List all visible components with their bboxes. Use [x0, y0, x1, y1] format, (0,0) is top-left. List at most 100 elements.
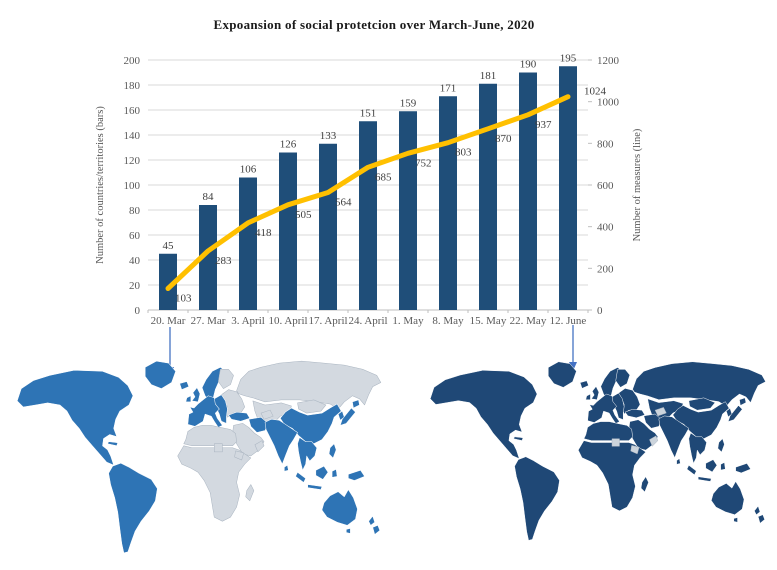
- region-horn-of-africa-patch: [630, 445, 640, 455]
- x-axis-tick-label: 17. April: [308, 315, 347, 327]
- bar-value-label: 190: [520, 59, 537, 71]
- world-map-march: [16, 360, 382, 554]
- x-axis-tick-label: 10. April: [268, 315, 307, 327]
- x-axis-tick-label: 12. June: [550, 315, 587, 327]
- bar-value-label: 181: [480, 70, 497, 82]
- bar-15. May: [479, 83, 497, 310]
- region-sub-saharan-africa: [578, 440, 646, 512]
- right-axis-tick-label: 200: [597, 263, 614, 275]
- bar-27. Mar: [199, 205, 217, 310]
- region-uk: [191, 387, 201, 403]
- region-north-africa: [583, 421, 633, 441]
- line-value-label: 1024: [584, 86, 607, 98]
- left-axis-tick-label: 0: [135, 305, 141, 317]
- region-finland: [615, 369, 631, 388]
- region-sri-lanka: [676, 458, 681, 465]
- bar-value-label: 195: [560, 52, 577, 64]
- x-axis-tick-label: 1. May: [392, 315, 424, 327]
- region-russia: [632, 361, 766, 407]
- region-central-asia: [252, 400, 292, 424]
- bar-value-label: 106: [240, 164, 257, 176]
- region-ireland: [185, 395, 192, 403]
- right-axis-tick-label: 600: [597, 180, 614, 192]
- region-philippines: [328, 443, 337, 459]
- right-axis-tick-label: 1200: [597, 55, 620, 67]
- bar-22. May: [519, 72, 537, 310]
- region-turkey: [228, 411, 251, 422]
- region-tasmania: [733, 517, 738, 523]
- line-value-label: 752: [415, 157, 432, 169]
- left-axis-tick-label: 160: [124, 105, 141, 117]
- region-mongolia: [688, 397, 716, 411]
- region-se-asia: [297, 437, 318, 471]
- region-iceland: [579, 380, 589, 389]
- bar-3. April: [239, 177, 257, 310]
- region-indonesia: [686, 459, 751, 482]
- left-axis-tick-label: 80: [129, 205, 141, 217]
- x-axis-tick-label: 8. May: [432, 315, 464, 327]
- measures-line: [165, 94, 571, 291]
- bar-17. April: [319, 143, 337, 310]
- region-iran: [248, 416, 269, 433]
- line-value-label: 283: [215, 255, 232, 267]
- left-axis-tick-label: 140: [124, 130, 141, 142]
- region-north-america: [430, 370, 538, 459]
- region-sri-lanka: [284, 464, 289, 472]
- bar-value-label: 171: [440, 82, 457, 94]
- bar-20. Mar: [159, 253, 177, 310]
- region-greenland: [548, 361, 577, 388]
- x-axis-tick-label: 22. May: [510, 315, 547, 327]
- region-tasmania: [346, 528, 351, 534]
- left-axis-tick-label: 180: [124, 80, 141, 92]
- right-axis-tick-label: 0: [597, 305, 603, 317]
- bar-value-label: 151: [360, 107, 377, 119]
- region-madagascar: [245, 484, 255, 502]
- region-philippines: [717, 438, 725, 453]
- region-russia: [236, 360, 382, 410]
- arrow-head: [569, 362, 577, 371]
- bar-value-label: 133: [320, 130, 337, 142]
- arrow-to-june-map-icon: [569, 325, 577, 371]
- right-axis-tick-label: 400: [597, 222, 614, 234]
- region-india: [658, 415, 690, 458]
- line-value-label: 937: [535, 119, 552, 131]
- region-iceland: [179, 381, 190, 390]
- region-australia: [711, 481, 745, 515]
- left-axis-tick-label: 40: [129, 255, 141, 267]
- right-axis-title: Number of measures (line): [632, 128, 643, 241]
- region-cuba: [513, 436, 524, 441]
- region-turkmenistan-patch: [654, 407, 667, 417]
- region-greenland: [144, 360, 176, 389]
- world-map-june: [430, 361, 766, 541]
- left-axis-title: Number of countries/territories (bars): [95, 106, 106, 264]
- bar-24. April: [359, 121, 377, 310]
- bar-10. April: [279, 152, 297, 310]
- line-value-label: 870: [495, 133, 512, 145]
- region-west-europe: [187, 395, 223, 428]
- line-value-label: 564: [335, 197, 352, 209]
- region-oman-yemen-patch: [649, 435, 659, 447]
- region-uk: [591, 386, 600, 400]
- x-axis-tick-label: 27. Mar: [191, 315, 226, 327]
- combo-chart: 0 20 40 60 80 100 120 140 160 180 200 0 200 400 600 800…: [95, 52, 643, 327]
- line-value-label: 803: [455, 147, 472, 159]
- left-axis-tick-label: 100: [124, 180, 141, 192]
- left-axis-tick-label: 60: [129, 230, 141, 242]
- right-axis-tick-label: 1000: [597, 97, 620, 109]
- region-japan: [339, 399, 360, 426]
- region-japan: [727, 397, 747, 422]
- region-iran: [643, 413, 662, 429]
- x-axis-tick-label: 15. May: [470, 315, 507, 327]
- region-cuba: [107, 441, 119, 447]
- line-value-label: 505: [295, 209, 312, 221]
- right-axis-tick-label: 800: [597, 138, 614, 150]
- line-value-label: 685: [375, 171, 392, 183]
- region-west-europe: [587, 393, 620, 424]
- region-madagascar: [640, 476, 649, 493]
- region-ireland: [585, 393, 591, 400]
- region-horn-of-africa-patch: [234, 450, 244, 461]
- region-sub-saharan-africa: [177, 445, 252, 522]
- bar-value-label: 126: [280, 139, 297, 151]
- bar-value-label: 159: [400, 97, 417, 109]
